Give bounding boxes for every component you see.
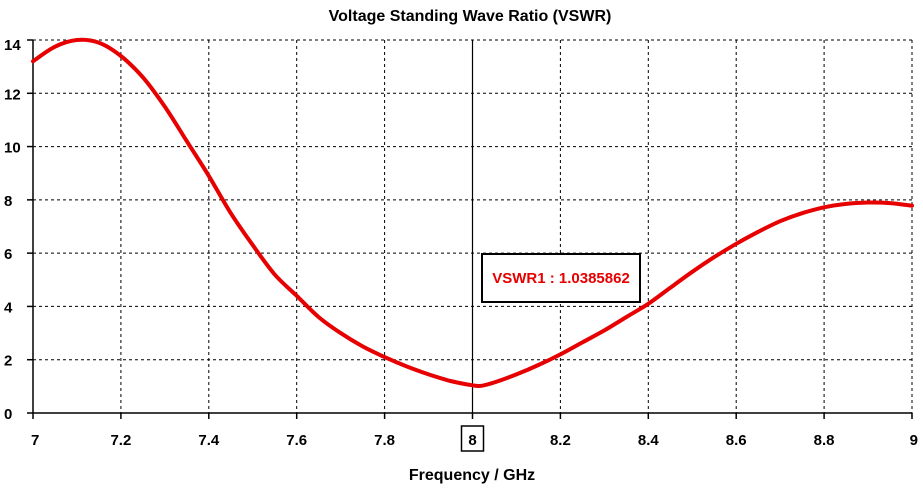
y-tick-label: 14 <box>4 37 21 54</box>
x-tick-label: 8.4 <box>638 432 660 449</box>
y-tick-labels: 0 2 4 6 8 10 12 14 <box>4 37 21 423</box>
x-tick-labels: 7 7.2 7.4 7.6 7.8 8 8.2 8.4 8.6 8.8 9 <box>31 425 918 452</box>
marker-readout-text: VSWR1 : 1.0385862 <box>492 270 630 287</box>
y-tick-label: 2 <box>4 353 12 370</box>
marker-x-box <box>460 425 485 452</box>
x-tick-label: 7.8 <box>374 432 395 449</box>
x-tick-label: 7 <box>31 432 39 449</box>
marker-readout[interactable]: VSWR1 : 1.0385862 <box>481 253 641 303</box>
x-tick-label: 7.4 <box>198 432 220 449</box>
x-tick-label: 8 <box>468 432 476 449</box>
x-tick-label: 8.2 <box>550 432 571 449</box>
x-tick-label: 7.6 <box>286 432 307 449</box>
y-tick-label: 8 <box>4 193 12 210</box>
y-tick-label: 12 <box>4 86 21 103</box>
chart-title: Voltage Standing Wave Ratio (VSWR) <box>329 8 612 25</box>
series-line-vswr <box>31 37 914 389</box>
x-tick-label: 8.6 <box>726 432 747 449</box>
y-tick-label: 10 <box>4 140 21 157</box>
y-tick-label: 4 <box>4 299 13 316</box>
y-tick-label: 0 <box>4 406 12 423</box>
x-tick-label: 9 <box>910 432 918 449</box>
marker-readout-box <box>481 253 641 303</box>
x-tick-label: 8.8 <box>814 432 835 449</box>
y-tick-label: 6 <box>4 246 12 263</box>
x-tick-label: 7.2 <box>110 432 131 449</box>
x-axis-label: Frequency / GHz <box>409 467 535 484</box>
